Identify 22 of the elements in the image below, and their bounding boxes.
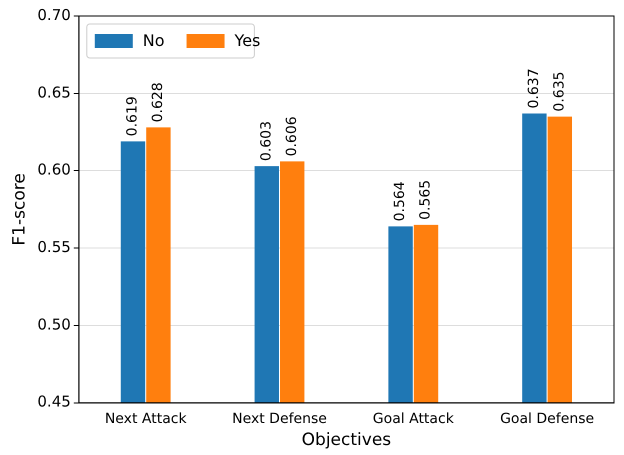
x-tick-label: Next Attack [104,410,188,427]
x-tick-label: Goal Attack [372,410,455,427]
y-axis-title: F1-score [10,173,30,246]
legend-label: No [142,31,165,50]
data-label: 0.637 [526,68,542,108]
data-label: 0.564 [392,181,408,222]
x-tick-label: Goal Defense [500,410,594,427]
data-label: 0.565 [418,180,434,220]
legend-label: Yes [234,31,260,50]
y-tick-label: 0.65 [37,83,71,102]
data-label: 0.628 [150,82,166,122]
data-label: 0.619 [124,96,141,136]
data-label: 0.635 [551,71,568,112]
data-label: 0.603 [258,120,274,162]
y-tick-label: 0.70 [37,6,71,24]
x-axis-title: Objectives [302,430,392,450]
y-tick-label: 0.50 [37,315,71,334]
y-tick-label: 0.45 [37,392,71,411]
x-tick-label: Next Defense [232,410,327,427]
y-tick-label: 0.55 [37,238,71,256]
data-label: 0.606 [284,116,300,156]
y-tick-label: 0.60 [37,160,71,179]
